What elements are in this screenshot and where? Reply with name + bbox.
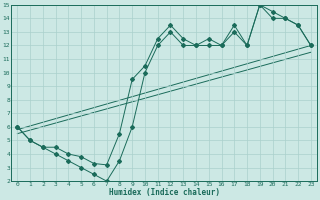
X-axis label: Humidex (Indice chaleur): Humidex (Indice chaleur) xyxy=(108,188,220,197)
